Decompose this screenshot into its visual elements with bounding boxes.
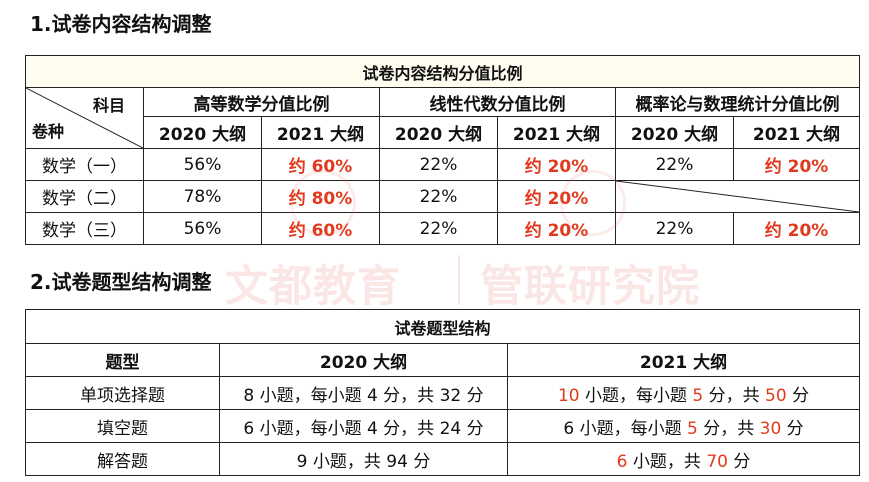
question-structure-table: 试卷题型结构 题型 2020 大纲 2021 大纲 单项选择题 8 小题，每小题…: [24, 309, 861, 476]
cell: 22%: [379, 148, 498, 181]
cell: 22%: [615, 148, 734, 181]
text: 分，共: [703, 385, 766, 406]
cell: 22%: [615, 212, 734, 245]
column-header: 题型: [25, 343, 220, 377]
num: 50: [765, 385, 787, 406]
content-structure-table: 试卷内容结构分值比例 科目 卷种 高等数学分值比例 线性代数分值比例 概率论与数…: [24, 55, 861, 245]
text: 小题，每小题: [579, 385, 693, 406]
table-row: 单项选择题 8 小题，每小题 4 分，共 32 分 10 小题，每小题 5 分，…: [25, 376, 861, 410]
text: 6: [563, 418, 575, 439]
text: 分: [781, 418, 804, 439]
sub-header: 2021 大纲: [497, 116, 616, 149]
section2-heading: 2.试卷题型结构调整: [30, 270, 212, 294]
row-label: 数学（三）: [25, 212, 144, 245]
cell: 22%: [379, 212, 498, 245]
cell: 约 20%: [497, 148, 616, 181]
cell: 56%: [143, 212, 262, 245]
num: 30: [759, 418, 782, 439]
table-caption: 试卷内容结构分值比例: [24, 55, 861, 88]
row-label: 数学（一）: [25, 148, 144, 181]
text: 小题，共: [627, 451, 707, 472]
cell-2021: 6 小题，每小题 5 分，共 30 分: [506, 409, 861, 443]
table-row: 数学（二） 78% 约 80% 22% 约 20%: [25, 180, 861, 213]
sub-header: 2021 大纲: [261, 116, 380, 149]
cell: 78%: [143, 180, 262, 213]
cell-2020: 6 小题，每小题 4 分，共 24 分: [219, 409, 508, 443]
table-row: 解答题 9 小题，共 94 分 6 小题，共 70 分: [25, 442, 861, 476]
cell-2021: 6 小题，共 70 分: [506, 442, 861, 476]
group-header: 线性代数分值比例: [379, 87, 616, 117]
corner-paper-label: 卷种: [32, 122, 65, 141]
cell: 约 20%: [497, 212, 616, 245]
question-type: 单项选择题: [25, 376, 220, 410]
not-applicable-cell: [614, 180, 861, 213]
text: 分: [727, 451, 751, 472]
section1-heading: 1.试卷内容结构调整: [30, 12, 212, 36]
table-row: 数学（三） 56% 约 60% 22% 约 20% 22% 约 20%: [25, 212, 861, 245]
question-type: 解答题: [25, 442, 220, 476]
row-label: 数学（二）: [25, 180, 144, 213]
sub-header: 2020 大纲: [143, 116, 262, 149]
table-caption: 试卷题型结构: [24, 309, 861, 344]
sub-header: 2021 大纲: [732, 116, 861, 149]
sub-header: 2020 大纲: [615, 116, 734, 149]
num: 70: [706, 451, 728, 472]
column-header: 2020 大纲: [219, 343, 508, 377]
table-row: 数学（一） 56% 约 60% 22% 约 20% 22% 约 20%: [25, 148, 861, 181]
table-row: 填空题 6 小题，每小题 4 分，共 24 分 6 小题，每小题 5 分，共 3…: [25, 409, 861, 443]
question-type: 填空题: [25, 409, 220, 443]
cell-2020: 9 小题，共 94 分: [219, 442, 508, 476]
text: 小题，每小题: [574, 418, 687, 439]
watermark-right: 管联研究院: [480, 262, 700, 312]
cell: 约 60%: [261, 212, 380, 245]
cell-2020: 8 小题，每小题 4 分，共 32 分: [219, 376, 508, 410]
cell: 22%: [379, 180, 498, 213]
corner-header: 科目 卷种: [25, 87, 144, 149]
num: 5: [686, 418, 698, 439]
text: 分: [786, 385, 810, 406]
cell: 56%: [143, 148, 262, 181]
column-header: 2021 大纲: [506, 343, 861, 377]
cell: 约 80%: [261, 180, 380, 213]
group-header: 概率论与数理统计分值比例: [614, 87, 861, 117]
corner-subject-label: 科目: [92, 96, 125, 115]
num: 10: [557, 385, 580, 406]
text: 分，共: [697, 418, 760, 439]
cell: 约 20%: [732, 212, 861, 245]
cell-2021: 10 小题，每小题 5 分，共 50 分: [506, 376, 861, 410]
watermark-left: 文都教育: [225, 262, 401, 312]
sub-header: 2020 大纲: [379, 116, 498, 149]
na-diagonal: [616, 181, 859, 212]
cell: 约 20%: [732, 148, 861, 181]
num: 5: [692, 385, 704, 406]
watermark-divider: [458, 255, 460, 305]
group-header: 高等数学分值比例: [143, 87, 380, 117]
num: 6: [616, 451, 628, 472]
corner-diagonal: [26, 88, 143, 148]
cell: 约 20%: [497, 180, 616, 213]
cell: 约 60%: [261, 148, 380, 181]
